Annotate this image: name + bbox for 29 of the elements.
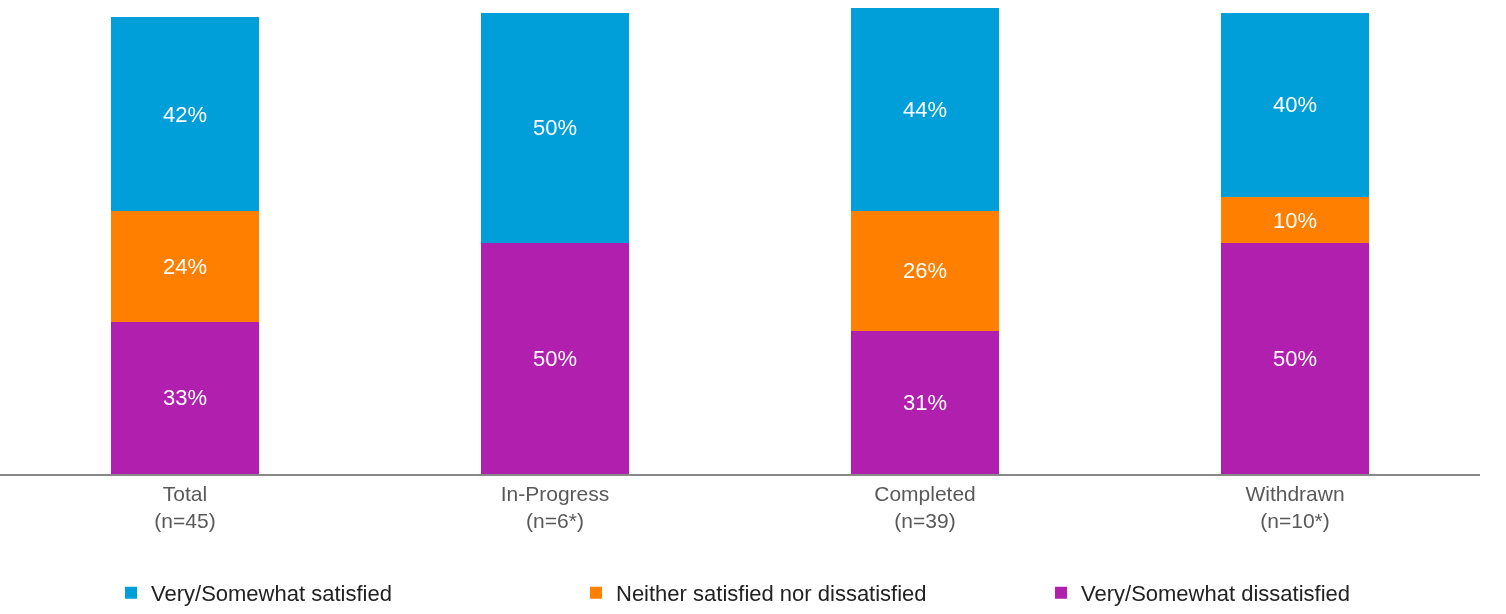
data-label: 26% xyxy=(902,258,948,284)
data-label: 42% xyxy=(162,101,208,127)
bar xyxy=(1221,12,1369,198)
data-label: 50% xyxy=(532,115,578,141)
x-tick-label: Withdrawn (n=10*) xyxy=(1245,481,1345,533)
legend-label: Neither satisfied nor dissatisfied xyxy=(616,581,927,607)
data-label: 40% xyxy=(1272,92,1318,118)
bar xyxy=(111,17,259,212)
data-label: 44% xyxy=(902,97,948,122)
data-label: 10% xyxy=(1272,207,1318,233)
bar xyxy=(111,321,259,474)
data-label: 50% xyxy=(1272,346,1318,372)
x-tick-label: Completed (n=39) xyxy=(874,481,976,533)
bar xyxy=(111,211,259,322)
bar xyxy=(851,211,999,331)
bar xyxy=(481,12,629,244)
x-tick-label: Total (n=45) xyxy=(154,481,216,533)
bar xyxy=(481,243,629,474)
bar xyxy=(1221,197,1369,244)
legend-label: Very/Somewhat satisfied xyxy=(151,581,392,607)
bar xyxy=(851,330,999,474)
x-tick-label: In-Progress (n=6*) xyxy=(500,481,610,533)
data-label: 50% xyxy=(532,346,578,372)
data-label: 24% xyxy=(162,253,208,279)
bar xyxy=(851,8,999,212)
bar xyxy=(1221,243,1369,474)
data-label: 31% xyxy=(902,389,948,415)
legend-label: Very/Somewhat dissatisfied xyxy=(1081,581,1351,607)
data-label: 33% xyxy=(162,385,208,411)
